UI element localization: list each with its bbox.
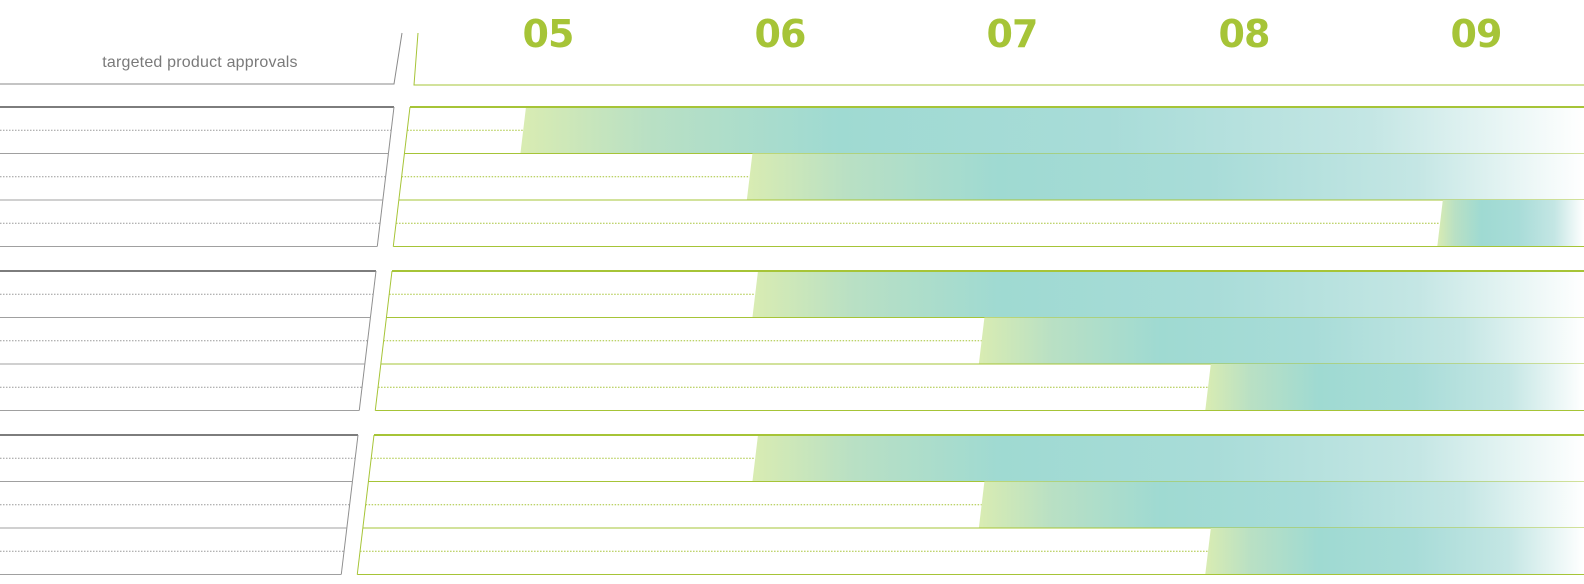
bar <box>978 317 1584 364</box>
x-tick-label: 06 <box>755 12 806 56</box>
right-group-divider <box>392 106 411 247</box>
bar <box>1205 528 1584 575</box>
bar <box>752 435 1584 482</box>
right-group-divider <box>356 434 375 575</box>
bar <box>746 153 1584 200</box>
x-tick-label: 09 <box>1451 12 1502 56</box>
header-left-rule <box>0 32 403 85</box>
x-tick-label: 07 <box>987 12 1038 56</box>
x-tick-label: 08 <box>1219 12 1270 56</box>
bar <box>752 271 1584 318</box>
bar <box>1205 364 1584 411</box>
bar <box>978 481 1584 528</box>
bar <box>520 107 1584 154</box>
chart-subtitle: targeted product approvals <box>102 54 298 71</box>
right-group-divider <box>374 270 393 411</box>
bar <box>1437 200 1584 247</box>
x-tick-label: 05 <box>523 12 574 56</box>
header-right-rule <box>413 32 1584 86</box>
